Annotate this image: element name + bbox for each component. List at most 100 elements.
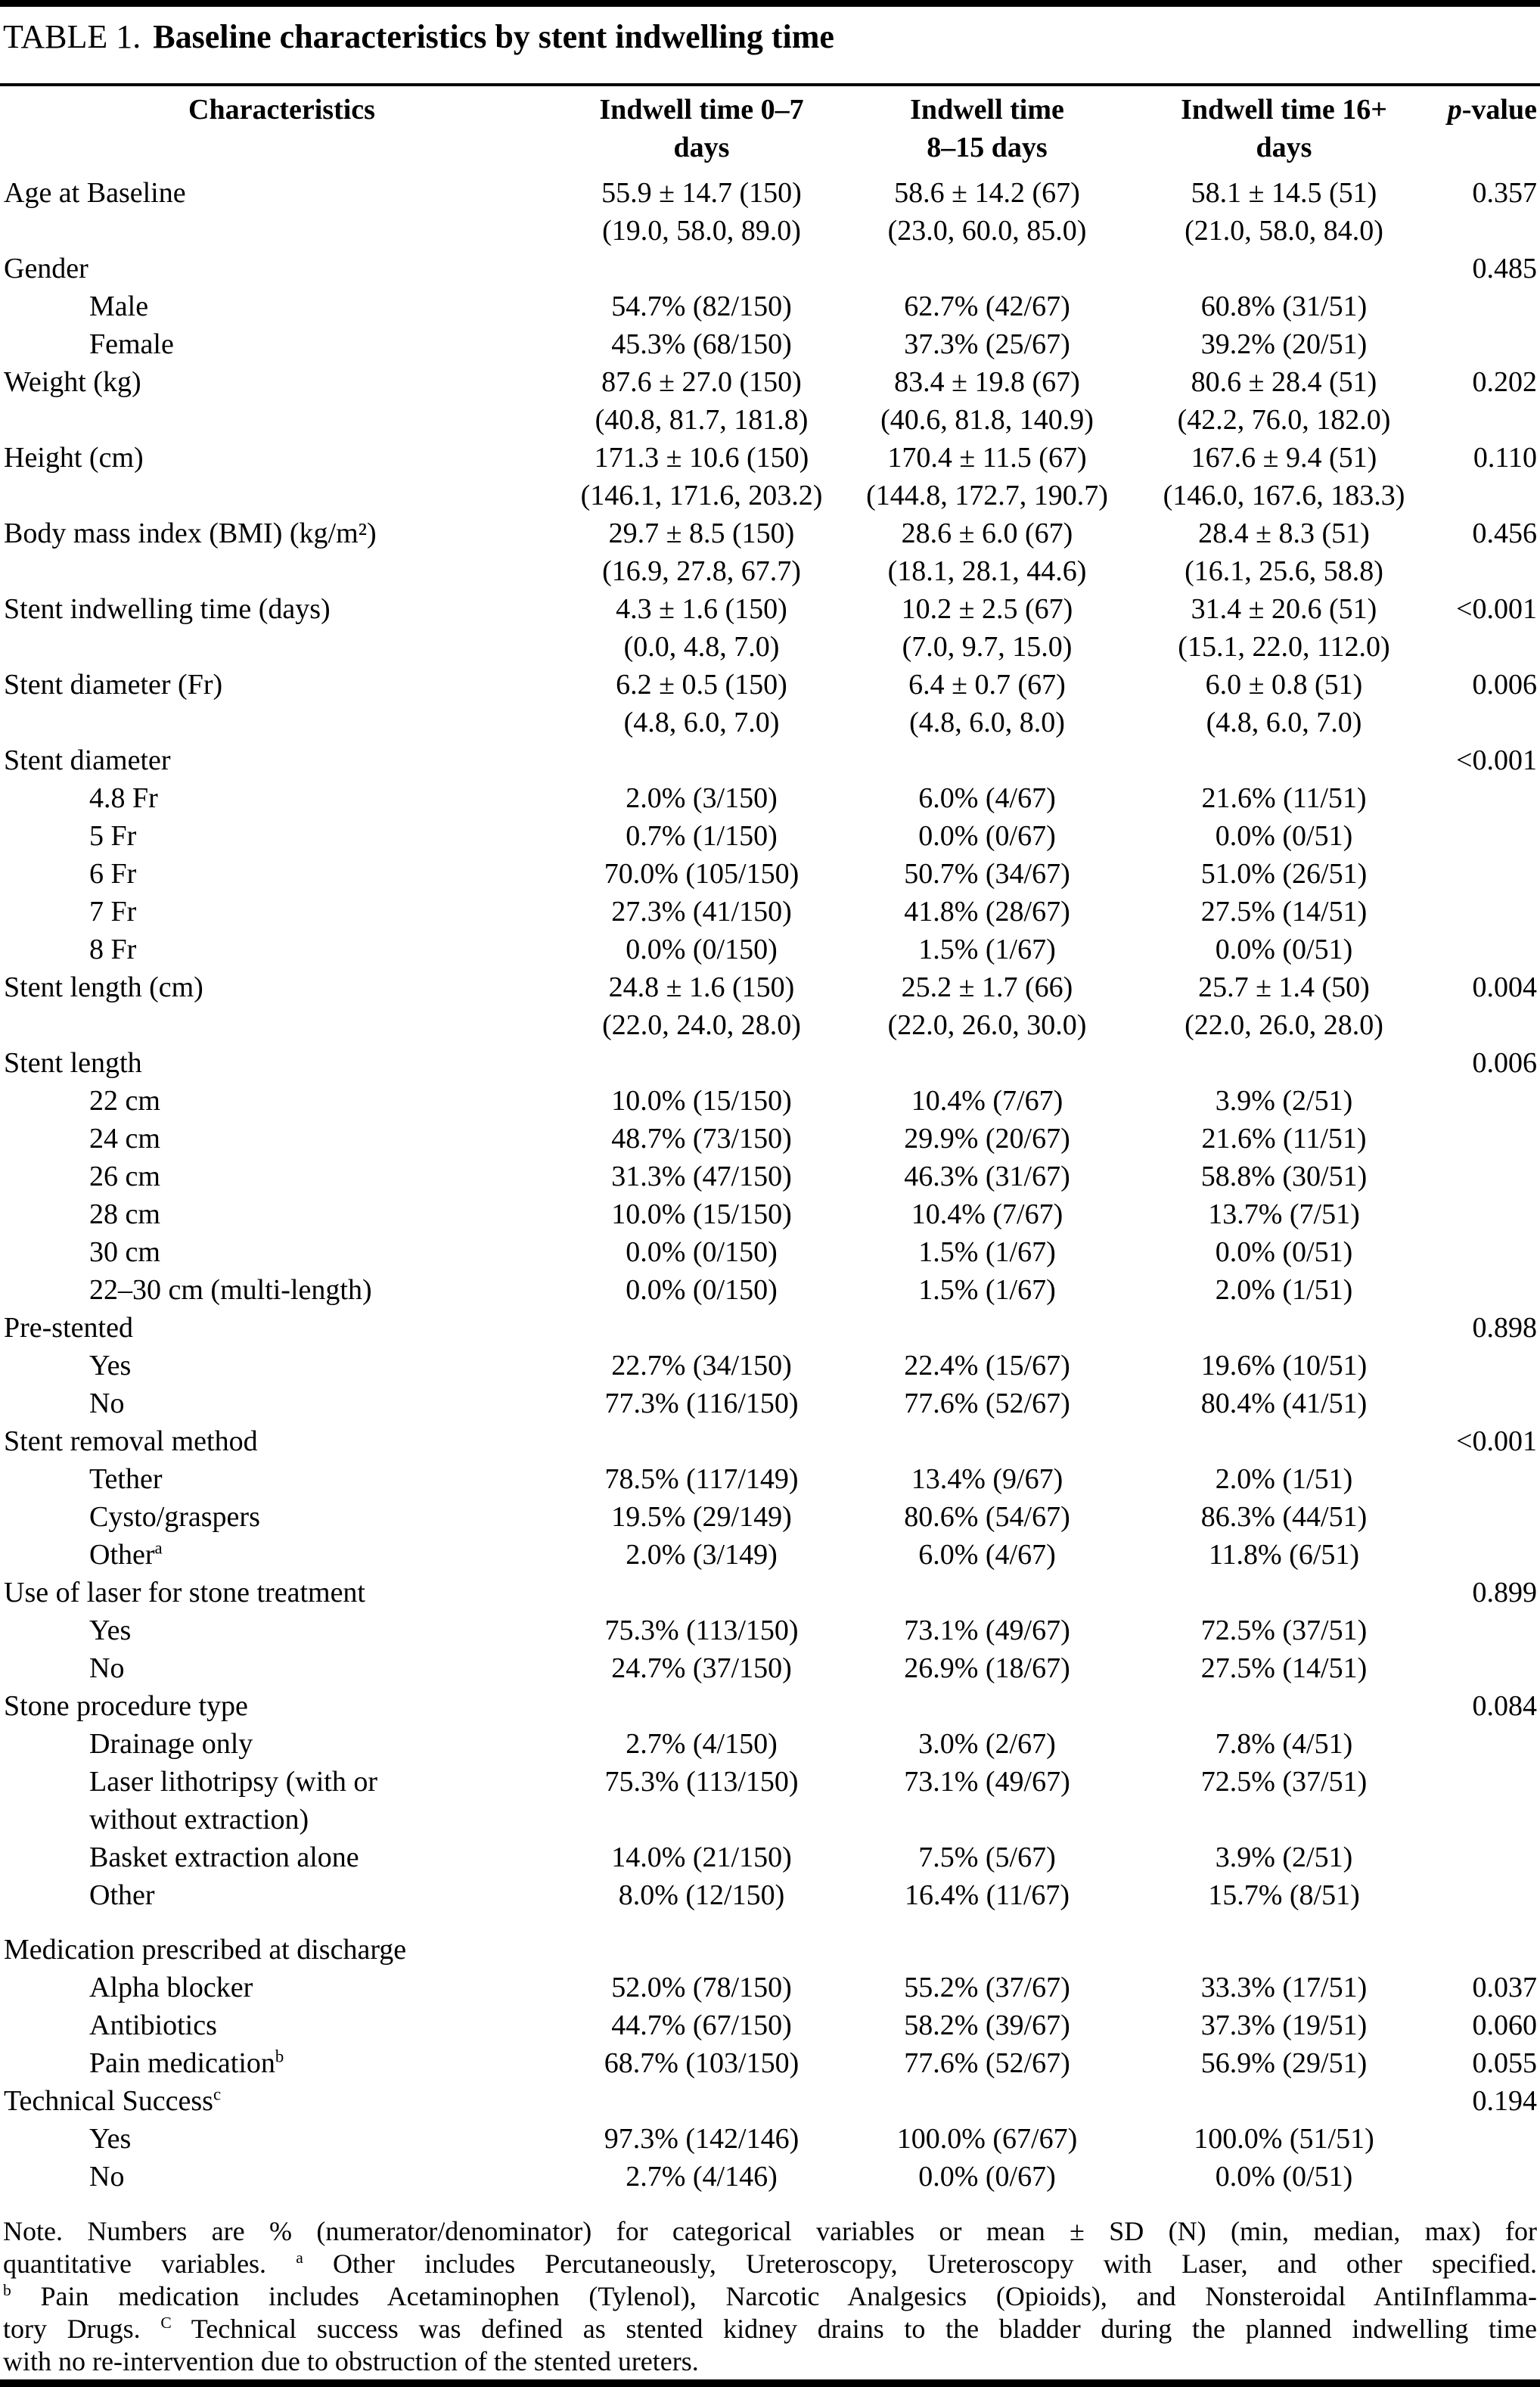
table-row: Other 8.0% (12/150) 16.4% (11/67) 15.7% (8/… [0,1876,1540,1914]
table-row: No 24.7% (37/150) 26.9% (18/67) 27.5% (14/5… [0,1649,1540,1687]
row-label: No [89,1387,125,1419]
cell-indwell-16plus: 0.0% (0/51) [1215,1235,1353,1268]
cell-indwell-0-7: 45.3% (68/150) [611,328,792,360]
cell-indwell-0-7 [564,741,840,779]
row-label: Female [89,328,174,360]
row-label: Alpha blocker [89,1971,253,2003]
cell-indwell-8-15 [840,1687,1135,1725]
cell-indwell-0-7: 87.6 ± 27.0 (150) (40.8, 81.7, 181.8) [595,365,809,436]
cell-indwell-8-15: 1.5% (1/67) [918,933,1056,965]
cell-indwell-8-15: 0.0% (0/67) [918,819,1056,852]
cell-indwell-0-7: 68.7% (103/150) [604,2047,799,2079]
row-label: 7 Fr [89,895,137,928]
cell-p-value [1433,287,1540,325]
cell-p-value: 0.110 [1473,441,1537,474]
cell-indwell-16plus: 27.5% (14/51) [1200,1652,1368,1684]
cell-indwell-8-15: 6.0% (4/67) [918,1538,1056,1571]
footnote-line: quantitative variables. a Other includes… [3,2248,1537,2279]
row-label: 24 cm [89,1122,160,1155]
cell-indwell-8-15: 16.4% (11/67) [904,1879,1070,1911]
cell-p-value [1433,2158,1540,2196]
cell-indwell-8-15: 77.6% (52/67) [904,1387,1070,1419]
cell-indwell-0-7 [564,1422,840,1460]
cell-p-value: 0.037 [1472,1971,1538,2003]
table-row: 22 cm 10.0% (15/150) 10.4% (7/67) 3.9% (2/5… [0,1082,1540,1120]
cell-indwell-8-15: 100.0% (67/67) [896,2122,1078,2155]
table-row: 7 Fr 27.3% (41/150) 41.8% (28/67) 27.5% (14… [0,893,1540,931]
cell-indwell-0-7 [564,1309,840,1347]
cell-indwell-8-15 [840,1309,1135,1347]
cell-indwell-0-7: 2.0% (3/149) [626,1538,778,1571]
cell-indwell-8-15: 1.5% (1/67) [918,1273,1056,1306]
cell-indwell-0-7: 24.7% (37/150) [611,1652,792,1684]
cell-indwell-0-7: 2.0% (3/150) [626,782,778,814]
cell-p-value [1433,893,1540,931]
cell-indwell-8-15: 26.9% (18/67) [904,1652,1070,1684]
bottom-rule [0,2379,1540,2387]
cell-indwell-8-15 [840,741,1135,779]
cell-indwell-16plus: 72.5% (37/51) [1200,1765,1368,1798]
cell-indwell-16plus: 0.0% (0/51) [1215,819,1353,852]
cell-p-value: 0.084 [1472,1689,1538,1722]
table-row: 22–30 cm (multi-length) 0.0% (0/150) 1.5% … [0,1271,1540,1309]
cell-p-value [1433,1838,1540,1876]
footnote-line: tory Drugs. C Technical success was defi… [3,2313,1537,2344]
cell-indwell-16plus: 80.4% (41/51) [1200,1387,1368,1419]
table-row: 5 Fr 0.7% (1/150) 0.0% (0/67) 0.0% (0/51) [0,817,1540,855]
table-row: Gender 0.485 [0,250,1540,287]
header-indwell-16plus: Indwell time 16+ days [1181,93,1387,163]
table-row: Stone procedure type 0.084 [0,1687,1540,1725]
footnote-marker: a [296,2248,303,2267]
cell-indwell-8-15: 28.6 ± 6.0 (67) (18.1, 28.1, 44.6) [887,517,1087,587]
cell-indwell-8-15: 25.2 ± 1.7 (66) (22.0, 26.0, 30.0) [887,971,1087,1041]
cell-indwell-8-15: 0.0% (0/67) [918,2160,1056,2193]
cell-p-value: 0.194 [1472,2084,1538,2117]
cell-indwell-16plus: 3.9% (2/51) [1215,1084,1353,1117]
cell-indwell-8-15: 73.1% (49/67) [904,1765,1070,1798]
cell-indwell-0-7: 78.5% (117/149) [604,1462,799,1495]
cell-indwell-8-15 [840,1044,1135,1082]
header-indwell-8-15: Indwell time 8–15 days [910,93,1064,163]
cell-indwell-16plus: 100.0% (51/51) [1194,2122,1374,2155]
cell-indwell-8-15: 73.1% (49/67) [904,1614,1070,1646]
header-p-value: p-value [1433,91,1540,166]
row-label: Weight (kg) [4,365,141,398]
p-value-italic: p [1447,93,1462,126]
footnote-line: Note. Numbers are % (numerator/denominat… [3,2215,1537,2246]
footnote-marker: c [213,2084,222,2104]
table-row: Tether 78.5% (117/149) 13.4% (9/67) 2.0% (1… [0,1460,1540,1498]
row-label: Othera [89,1538,163,1571]
top-rule [0,0,1540,7]
table-row: Technical Successc 0.194 [0,2082,1540,2120]
row-label: Use of laser for stone treatment [4,1576,365,1608]
cell-indwell-0-7: 29.7 ± 8.5 (150) (16.9, 27.8, 67.7) [602,517,801,587]
row-label: Laser lithotripsy (with or without extra… [89,1765,377,1835]
cell-indwell-16plus [1135,1044,1433,1082]
row-label: 5 Fr [89,819,137,852]
cell-indwell-0-7: 52.0% (78/150) [611,1971,792,2003]
cell-indwell-16plus: 0.0% (0/51) [1215,2160,1353,2193]
table-row: Stent length 0.006 [0,1044,1540,1082]
cell-p-value [1433,1876,1540,1914]
cell-indwell-0-7: 171.3 ± 10.6 (150) (146.1, 171.6, 203.2) [580,441,823,511]
cell-indwell-8-15: 29.9% (20/67) [904,1122,1070,1155]
table-row: Othera 2.0% (3/149) 6.0% (4/67) 11.8% (6/51… [0,1536,1540,1574]
row-label: Stent removal method [4,1425,258,1457]
row-label: 8 Fr [89,933,137,965]
cell-indwell-8-15: 6.4 ± 0.7 (67) (4.8, 6.0, 8.0) [908,668,1066,738]
row-label: Height (cm) [4,441,144,474]
cell-indwell-8-15: 10.4% (7/67) [911,1084,1063,1117]
cell-indwell-16plus [1135,1687,1433,1725]
row-label: Pain medicationb [89,2047,284,2079]
table-row: Age at Baseline 55.9 ± 14.7 (150) (19.0, … [0,174,1540,250]
table-footnote: Note. Numbers are % (numerator/denominat… [0,2215,1540,2378]
row-label: Stent indwelling time (days) [4,592,331,625]
cell-indwell-16plus: 80.6 ± 28.4 (51) (42.2, 76.0, 182.0) [1177,365,1391,436]
cell-indwell-0-7: 48.7% (73/150) [611,1122,792,1155]
cell-indwell-8-15: 3.0% (2/67) [918,1727,1056,1760]
table-row: 4.8 Fr 2.0% (3/150) 6.0% (4/67) 21.6% (11/5… [0,779,1540,817]
table-row: 8 Fr 0.0% (0/150) 1.5% (1/67) 0.0% (0/51) [0,931,1540,968]
cell-p-value [1433,1233,1540,1271]
cell-indwell-8-15 [840,250,1135,287]
